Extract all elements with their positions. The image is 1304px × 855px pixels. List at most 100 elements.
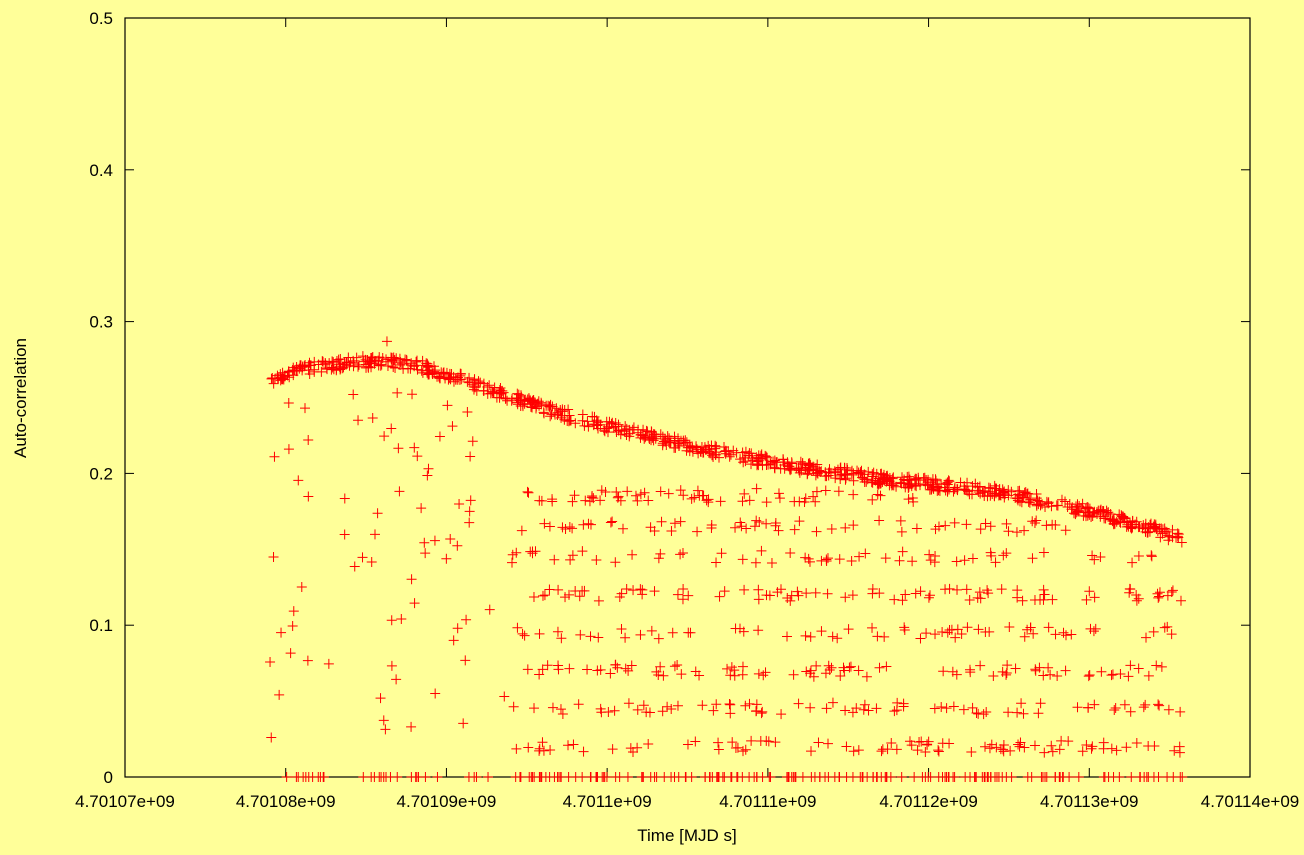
data-point [600, 487, 611, 498]
data-point [304, 369, 315, 380]
data-point [1176, 537, 1187, 548]
data-point [1156, 661, 1167, 672]
data-point [832, 633, 843, 644]
data-point [381, 772, 392, 782]
data-point [698, 446, 709, 457]
data-point [805, 702, 816, 713]
data-point [716, 548, 727, 559]
data-point [618, 523, 628, 534]
data-point [788, 772, 799, 782]
data-point [682, 739, 693, 750]
data-point [1131, 595, 1142, 606]
data-point [933, 485, 944, 496]
data-point [827, 631, 838, 642]
data-point [895, 515, 906, 526]
data-point [848, 489, 859, 500]
data-point [834, 554, 845, 565]
data-point [853, 665, 864, 676]
data-point [924, 590, 935, 601]
data-point [899, 625, 910, 636]
data-point [1004, 621, 1015, 632]
data-point [793, 698, 804, 709]
data-point [1166, 586, 1177, 597]
data-point [760, 667, 771, 678]
data-point [1066, 504, 1077, 515]
data-point [821, 555, 832, 566]
data-point [386, 615, 397, 626]
data-point [1084, 586, 1095, 597]
data-point [904, 736, 915, 747]
data-point [1019, 631, 1030, 642]
data-point [268, 378, 279, 389]
data-point [1062, 501, 1073, 512]
data-point [570, 418, 581, 429]
data-point [1031, 515, 1042, 526]
data-point [1080, 511, 1091, 522]
data-point [964, 489, 975, 500]
data-point [628, 422, 639, 433]
data-point [1142, 527, 1153, 538]
data-point [1035, 594, 1046, 605]
data-point [663, 488, 674, 499]
data-point [914, 736, 925, 747]
data-point [806, 746, 817, 757]
data-point [856, 465, 867, 476]
data-point [277, 373, 288, 384]
data-point [369, 358, 380, 369]
data-point [711, 699, 722, 710]
data-point [685, 627, 696, 638]
data-point [800, 552, 811, 563]
data-point [739, 452, 750, 463]
data-point [1175, 706, 1186, 717]
data-point [846, 555, 857, 566]
data-point [984, 743, 995, 754]
data-point [657, 706, 668, 717]
data-point [378, 715, 389, 726]
data-point [922, 479, 933, 490]
data-point [487, 386, 498, 397]
data-point [835, 470, 846, 481]
data-point [291, 772, 302, 782]
data-point [1047, 746, 1058, 757]
data-point [669, 661, 680, 672]
data-point [632, 495, 643, 506]
data-point [673, 433, 684, 444]
data-point [464, 506, 475, 517]
data-point [1061, 630, 1072, 641]
data-point [444, 368, 455, 379]
data-point [880, 553, 891, 564]
data-point [1038, 584, 1049, 595]
data-point [583, 421, 594, 432]
data-point [669, 442, 680, 453]
data-point [616, 624, 627, 635]
data-point [997, 772, 1008, 782]
data-point [942, 627, 953, 638]
data-point [1151, 660, 1162, 671]
data-point [659, 772, 670, 782]
data-point [1019, 487, 1030, 498]
data-point [398, 363, 409, 374]
data-point [1109, 518, 1120, 529]
data-point [1163, 704, 1174, 715]
data-point [484, 380, 495, 391]
data-point [282, 370, 293, 381]
data-point [915, 633, 926, 644]
data-point [771, 457, 782, 468]
data-point [1115, 517, 1126, 528]
data-point [889, 706, 900, 717]
data-point [393, 443, 404, 454]
data-point [388, 361, 399, 372]
data-point [391, 353, 402, 364]
data-point [751, 706, 762, 717]
data-point [1032, 495, 1043, 506]
data-point [1140, 699, 1151, 710]
data-point [341, 357, 352, 368]
data-point [911, 523, 922, 534]
data-point [923, 592, 934, 603]
data-point [458, 718, 469, 729]
data-point [789, 496, 800, 507]
data-point [1031, 489, 1042, 500]
data-point [516, 390, 527, 401]
data-point [741, 523, 752, 534]
data-point [899, 622, 910, 633]
